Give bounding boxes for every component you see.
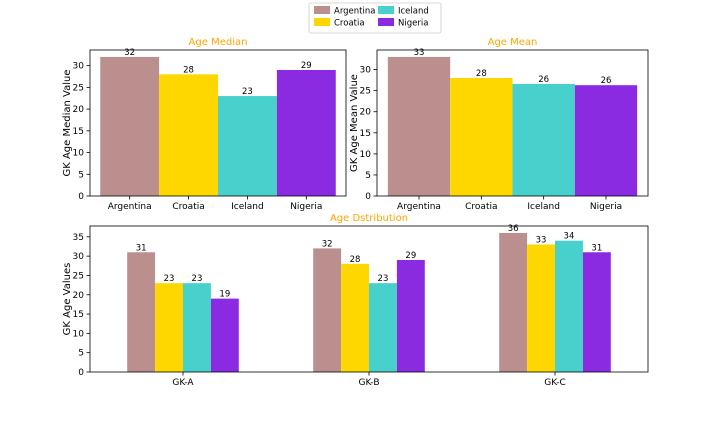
legend-label-croatia: Croatia [334, 19, 365, 29]
x-tick-label: GK-C [544, 378, 565, 388]
legend-swatch-iceland [378, 6, 394, 14]
y-tick-label: 20 [73, 291, 85, 301]
bar-value-label: 33 [414, 48, 425, 58]
x-tick-label: GK-B [358, 378, 379, 388]
bar-argentina-gk-b [313, 248, 342, 372]
bar-value-label: 23 [164, 274, 175, 284]
y-tick-label: 10 [73, 329, 85, 339]
x-tick-label: GK-A [172, 378, 194, 388]
y-tick-label: 10 [73, 149, 85, 159]
bar-value-label: 29 [301, 61, 312, 71]
x-tick-label: Argentina [397, 202, 441, 212]
bar-value-label: 32 [124, 48, 135, 58]
bar-value-label: 32 [322, 239, 333, 249]
x-tick-label: Iceland [527, 202, 560, 212]
bar-croatia-gk-a [155, 283, 183, 372]
y-tick-label: 25 [73, 271, 84, 281]
y-tick-label: 25 [360, 87, 371, 97]
y-tick-label: 30 [360, 66, 372, 76]
x-tick-label: Iceland [231, 202, 264, 212]
legend-swatch-argentina [314, 6, 330, 14]
y-tick-label: 0 [365, 192, 371, 202]
bar-value-label: 33 [536, 236, 547, 246]
bar-value-label: 26 [538, 75, 549, 85]
bar-value-label: 36 [508, 224, 519, 234]
subplot-title: Age Dstribution [330, 213, 408, 224]
bar-value-label: 34 [564, 232, 575, 242]
bar-argentina-gk-a [127, 252, 156, 372]
y-axis-label: GK Age Median Value [62, 69, 73, 176]
y-axis-label: GK Age Mean Value [349, 74, 360, 172]
y-tick-label: 30 [73, 252, 85, 262]
subplot-3: Age Dstribution GK Age Values 0 5 10 15 20 25 30… [62, 213, 649, 388]
bar-croatia [159, 74, 218, 196]
bar-nigeria-gk-a [210, 298, 239, 372]
bar-croatia [450, 78, 513, 196]
y-axis-label: GK Age Values [62, 263, 73, 336]
bar-croatia-gk-b [341, 263, 369, 372]
bar-iceland [218, 96, 277, 196]
bar-nigeria-gk-b [396, 259, 425, 372]
bar-argentina-gk-c [499, 232, 528, 372]
y-tick-label: 5 [78, 349, 84, 359]
y-tick-label: 20 [73, 105, 85, 115]
bar-value-label: 23 [242, 87, 253, 97]
bar-value-label: 19 [219, 290, 230, 300]
x-tick-label: Nigeria [590, 202, 622, 212]
legend-label-nigeria: Nigeria [398, 19, 428, 29]
x-tick-label: Nigeria [290, 202, 322, 212]
bar-nigeria-gk-c [582, 252, 611, 372]
bar-croatia-gk-c [527, 244, 555, 372]
x-tick-label: Croatia [172, 202, 204, 212]
bar-value-label: 28 [476, 69, 487, 79]
bar-argentina [387, 56, 451, 197]
y-tick-label: 5 [78, 170, 84, 180]
y-tick-label: 15 [360, 129, 371, 139]
legend-swatch-nigeria [378, 18, 394, 26]
plot-frame [89, 49, 347, 197]
y-tick-label: 30 [73, 62, 85, 72]
bar-value-label: 31 [136, 243, 147, 253]
y-tick-label: 0 [78, 368, 84, 378]
bar-iceland-gk-a [183, 283, 211, 372]
plot-frame [376, 49, 649, 197]
bar-argentina [100, 56, 160, 197]
bar-value-label: 29 [405, 251, 416, 261]
y-tick-label: 35 [73, 233, 84, 243]
x-tick-label: Argentina [108, 202, 152, 212]
y-tick-label: 0 [78, 192, 84, 202]
subplot-title: Age Median [189, 37, 248, 48]
subplot-1: Age Median GK Age Median Value 0 5 10 15 20 25 3… [62, 37, 347, 212]
subplot-2: Age Mean GK Age Mean Value 0 5 10 15 20 25 30 33 A… [349, 37, 649, 212]
x-tick-label: Croatia [465, 202, 497, 212]
y-tick-label: 20 [360, 108, 372, 118]
legend-box [308, 2, 442, 34]
y-tick-label: 10 [360, 150, 372, 160]
y-tick-label: 25 [73, 83, 84, 93]
legend-label-iceland: Iceland [398, 7, 429, 17]
bar-nigeria [276, 69, 336, 196]
bar-value-label: 23 [192, 274, 203, 284]
bar-value-label: 26 [601, 76, 612, 86]
y-tick-label: 15 [73, 310, 84, 320]
bar-value-label: 31 [591, 243, 602, 253]
bar-value-label: 28 [350, 255, 361, 265]
legend-label-argentina: Argentina [334, 7, 375, 17]
legend-swatch-croatia [314, 18, 330, 26]
bar-iceland-gk-c [555, 240, 583, 372]
bar-value-label: 23 [378, 274, 389, 284]
y-tick-label: 15 [73, 127, 84, 137]
bar-iceland-gk-b [369, 283, 397, 372]
bar-value-label: 28 [183, 65, 194, 75]
subplot-title: Age Mean [488, 37, 538, 48]
y-tick-label: 5 [365, 171, 371, 181]
bar-iceland [512, 83, 575, 196]
plot-frame [89, 225, 649, 373]
bar-nigeria [574, 85, 638, 196]
legend: Argentina Croatia Iceland Nigeria [308, 2, 442, 34]
